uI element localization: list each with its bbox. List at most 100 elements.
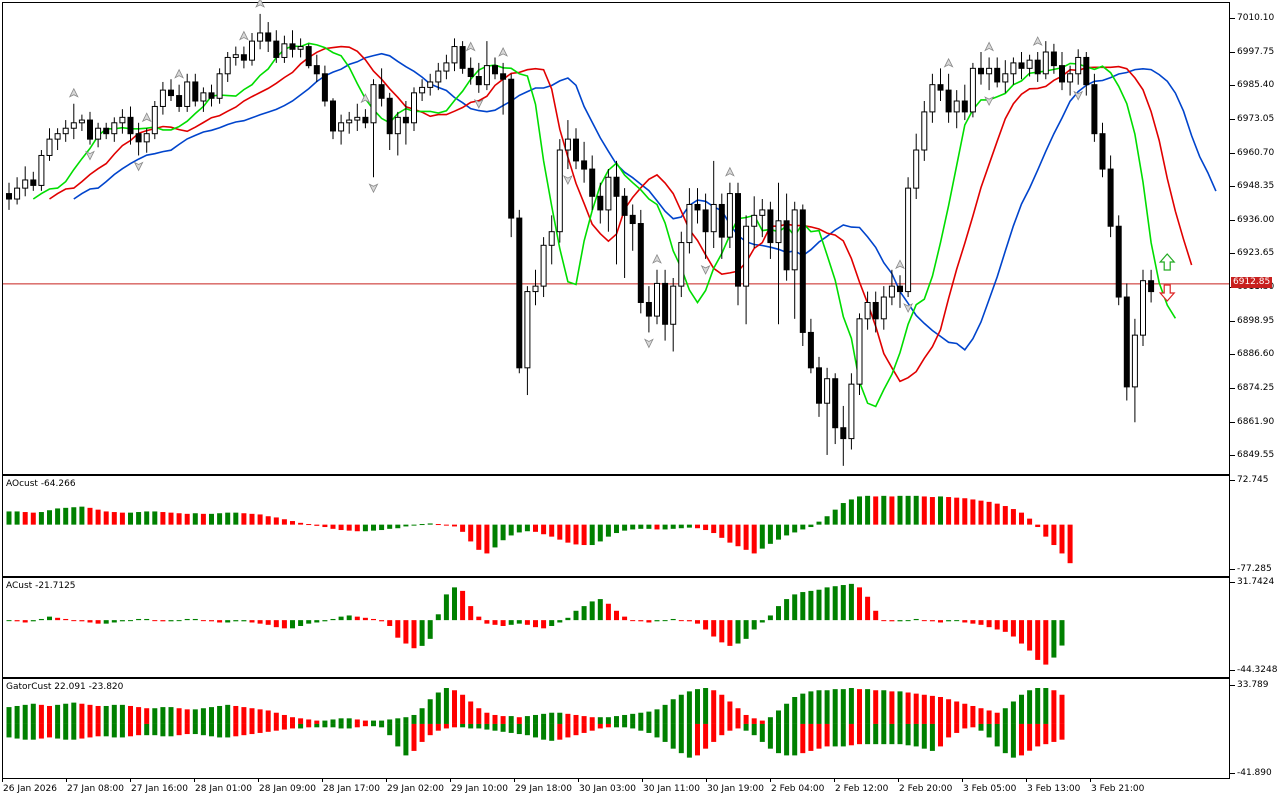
price-scale-tick xyxy=(1229,421,1235,423)
gator-indicator-panel[interactable]: GatorCust 22.091 -23.820 xyxy=(2,678,1230,779)
histogram-bar xyxy=(800,592,806,621)
gator-upper-bar xyxy=(670,699,676,724)
histogram-bar xyxy=(403,620,409,644)
histogram-bar xyxy=(71,620,77,622)
gator-upper-bar xyxy=(962,703,968,724)
histogram-bar xyxy=(630,620,636,622)
price-chart-panel[interactable] xyxy=(2,0,1230,475)
histogram-bar xyxy=(1051,524,1057,546)
candle-body xyxy=(767,209,774,244)
candle-body xyxy=(694,203,701,211)
candle-body xyxy=(330,100,336,132)
histogram-bar xyxy=(970,620,976,624)
gator-lower-bar xyxy=(1035,723,1041,747)
histogram-bar xyxy=(533,524,538,532)
gator-lower-bar xyxy=(111,723,117,738)
gator-upper-bar xyxy=(524,716,530,724)
candle-body xyxy=(597,195,604,211)
price-scale-tick xyxy=(1229,455,1235,457)
gator-lower-bar xyxy=(686,723,692,758)
histogram-bar xyxy=(954,497,960,525)
gator-upper-bar xyxy=(516,717,522,724)
histogram-bar xyxy=(298,620,304,626)
candle-body xyxy=(22,179,29,189)
histogram-bar xyxy=(452,587,457,621)
histogram-bar xyxy=(209,620,214,622)
ac-indicator-panel[interactable]: ACust -21.7125 xyxy=(2,577,1230,678)
gator-upper-bar xyxy=(597,717,603,724)
candle-body xyxy=(38,154,45,186)
gator-upper-bar xyxy=(435,692,441,724)
candle-body xyxy=(978,67,984,75)
histogram-bar xyxy=(22,512,28,525)
time-axis-tick xyxy=(706,778,707,782)
candle-body xyxy=(1083,56,1090,86)
gator-lower-bar xyxy=(379,723,385,728)
histogram-bar xyxy=(581,524,587,546)
gator-lower-bar xyxy=(719,723,725,736)
histogram-bar xyxy=(767,524,773,544)
histogram-bar xyxy=(962,620,968,623)
candle-body xyxy=(921,111,928,151)
candle-body xyxy=(265,32,272,42)
fractal-down-marker xyxy=(563,175,573,185)
gator-lower-bar xyxy=(22,723,28,740)
histogram-bar xyxy=(249,620,255,623)
gator-upper-bar xyxy=(638,712,644,724)
gator-upper-bar xyxy=(362,720,368,724)
histogram-bar xyxy=(703,524,709,531)
gator-upper-bar xyxy=(225,704,231,724)
gator-upper-bar xyxy=(832,689,838,724)
candle-body xyxy=(508,78,515,219)
gator-upper-bar xyxy=(881,690,887,724)
candle-body xyxy=(62,127,69,135)
candle-body xyxy=(378,84,385,99)
histogram-bar xyxy=(47,510,52,525)
candle-body xyxy=(735,193,741,287)
histogram-bar xyxy=(897,620,903,622)
gator-lower-bar xyxy=(986,723,992,738)
gator-upper-bar xyxy=(152,708,158,724)
gator-upper-bar xyxy=(759,720,765,724)
gator-upper-bar xyxy=(792,696,798,724)
histogram-bar xyxy=(695,524,700,529)
gator-lower-bar xyxy=(71,723,77,740)
histogram-bar xyxy=(71,507,77,525)
gator-upper-bar xyxy=(314,720,320,724)
histogram-bar xyxy=(427,523,433,525)
gator-lower-bar xyxy=(14,723,20,739)
time-axis-label: 27 Jan 08:00 xyxy=(67,784,124,794)
gator-upper-bar xyxy=(257,709,263,724)
candle-body xyxy=(872,301,879,320)
histogram-bar xyxy=(176,620,182,622)
histogram-bar xyxy=(1067,524,1073,564)
histogram-bar xyxy=(711,620,717,637)
gator-scale: 33.789 -41.890 xyxy=(1229,678,1280,778)
histogram-bar xyxy=(889,620,895,622)
gator-upper-bar xyxy=(290,717,295,724)
time-axis-tick xyxy=(770,778,771,782)
price-scale-label: 6886.60 xyxy=(1237,349,1275,360)
candle-body xyxy=(281,43,288,58)
histogram-bar xyxy=(824,587,830,621)
time-axis-label: 28 Jan 17:00 xyxy=(323,784,380,794)
gator-lower-bar xyxy=(460,723,466,728)
histogram-bar xyxy=(217,620,223,623)
gator-upper-bar xyxy=(63,703,69,724)
gator-upper-bar xyxy=(743,714,749,724)
histogram-bar xyxy=(338,524,344,531)
gator-upper-bar xyxy=(986,710,992,724)
candle-body xyxy=(297,46,304,50)
gator-upper-bar xyxy=(816,690,822,724)
histogram-bar xyxy=(970,499,976,525)
gator-upper-bar xyxy=(662,704,668,724)
gator-upper-bar xyxy=(476,708,482,724)
candle-body xyxy=(662,282,669,325)
candle-body xyxy=(143,133,150,143)
histogram-bar xyxy=(654,620,660,622)
ac-scale-min: -44.3248 xyxy=(1237,665,1278,675)
histogram-bar xyxy=(962,498,968,525)
ao-indicator-panel[interactable]: AOcust -64.266 xyxy=(2,475,1230,577)
gator-upper-bar xyxy=(111,704,117,724)
histogram-bar xyxy=(281,519,287,525)
